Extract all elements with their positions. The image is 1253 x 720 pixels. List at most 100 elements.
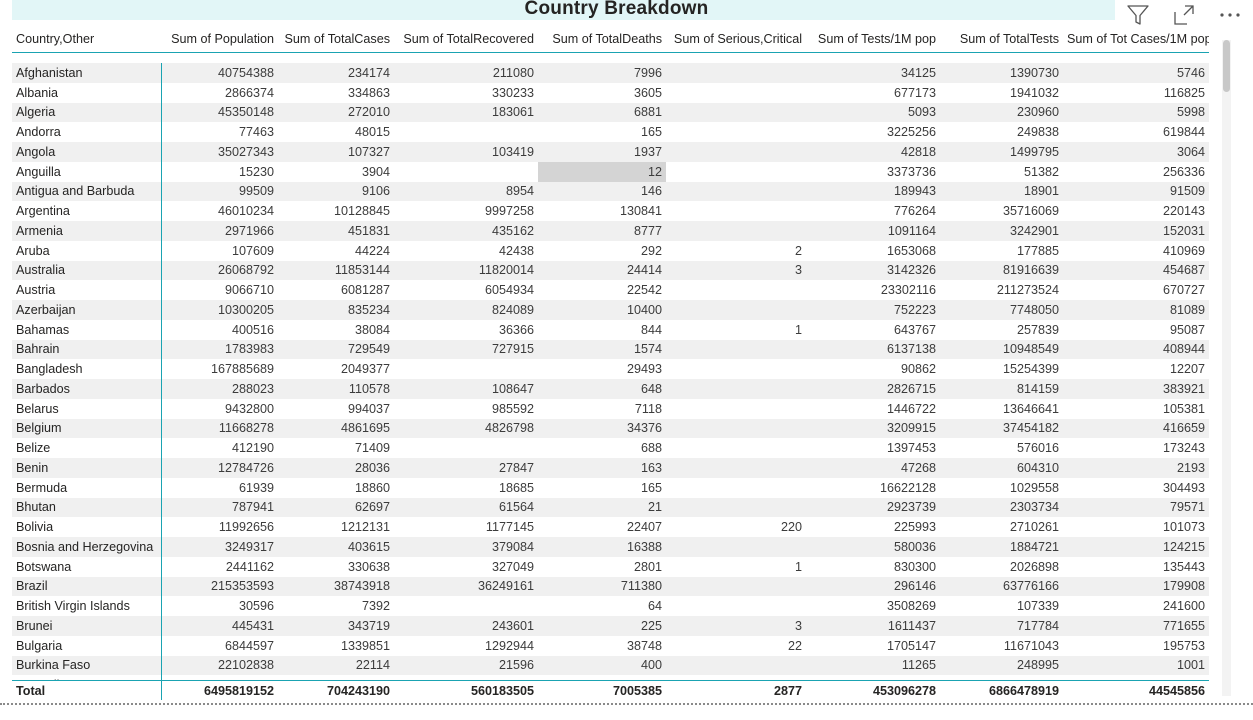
column-header[interactable]: Sum of TotalTests [940,26,1063,53]
value-cell[interactable]: 1292944 [484,638,534,653]
value-cell[interactable]: 1212131 [340,520,390,535]
value-cell[interactable]: 604310 [940,458,1063,478]
value-cell[interactable]: 211273524 [996,283,1059,298]
value-cell[interactable]: 2801 [633,559,662,574]
value-cell[interactable]: 2710261 [1009,520,1059,535]
value-cell[interactable]: 215353593 [161,576,278,597]
value-cell[interactable]: 824089 [394,300,538,320]
value-cell[interactable]: 771655 [1063,616,1209,636]
table-row[interactable]: Bermuda 61939 18860 18685 165 16622128 1029558… [12,477,1209,498]
value-cell[interactable]: 173243 [1162,441,1205,456]
value-cell[interactable]: 163 [538,458,666,478]
table-row[interactable]: Burkina Faso 22102838 22114 21596 400 11265 24… [12,655,1209,676]
value-cell[interactable]: 165 [640,480,662,495]
value-cell[interactable]: 3605 [633,85,662,100]
value-cell[interactable]: 1 [794,559,802,574]
value-cell[interactable]: 9106 [278,181,394,202]
value-cell[interactable]: 711380 [538,576,666,597]
value-cell[interactable]: 2441162 [225,559,274,574]
value-cell[interactable] [666,478,806,498]
value-cell[interactable]: 243601 [394,616,538,636]
value-cell[interactable] [666,359,806,379]
value-cell[interactable]: 1653068 [886,243,936,258]
country-cell[interactable]: Barbados [12,379,162,399]
table-row[interactable]: Aruba 107609 44224 42438 292 2 1653068 177885 41… [12,240,1209,261]
value-cell[interactable]: 29493 [626,362,662,377]
table-row[interactable]: Bulgaria 6844597 1339851 1292944 38748 22 1705… [12,635,1209,656]
value-cell[interactable]: 2923739 [806,497,940,518]
value-cell[interactable]: 234174 [278,63,394,83]
value-cell[interactable]: 256336 [1162,164,1205,179]
value-cell[interactable]: 18860 [354,480,390,495]
value-cell[interactable]: 15254399 [1002,362,1059,377]
value-cell[interactable]: 408944 [1063,339,1209,360]
value-cell[interactable] [666,221,806,241]
value-cell[interactable]: 2826715 [806,379,940,399]
value-cell[interactable]: 9432800 [224,401,274,416]
value-cell[interactable]: 35716069 [1002,204,1059,219]
value-cell[interactable] [666,418,806,439]
country-cell[interactable]: Anguilla [12,161,162,182]
value-cell[interactable] [666,497,806,518]
table-row[interactable]: Botswana 2441162 330638 327049 2801 1 830300 20… [12,556,1209,577]
country-cell[interactable]: Benin [12,458,162,478]
value-cell[interactable]: 445431 [161,616,278,636]
vertical-scrollbar[interactable] [1222,40,1231,696]
country-cell[interactable]: Afghanistan [12,63,162,83]
value-cell[interactable] [666,63,806,83]
value-cell[interactable]: 1611437 [806,616,940,636]
value-cell[interactable]: 787941 [161,497,278,518]
value-cell[interactable]: 23302116 [880,283,936,298]
value-cell[interactable]: 35027343 [161,142,278,162]
value-cell[interactable]: 1783983 [161,339,278,360]
value-cell[interactable]: 330638 [347,559,390,574]
value-cell[interactable]: 107327 [278,142,394,162]
value-cell[interactable]: 985592 [491,401,534,416]
value-cell[interactable]: 1 [794,322,802,337]
value-cell[interactable]: 1884721 [940,537,1063,557]
value-cell[interactable]: 752223 [806,300,940,320]
table-row[interactable]: Angola 35027343 107327 103419 1937 42818 14997… [12,142,1209,162]
table-row[interactable]: Austria 9066710 6081287 6054934 22542 2330211… [12,280,1209,300]
table-row[interactable]: Bahamas 400516 38084 36366 844 1 643767 257839 9… [12,319,1209,340]
value-cell[interactable]: 99509 [161,181,278,202]
value-cell[interactable]: 30596 [238,599,274,614]
value-cell[interactable]: 26068792 [161,260,278,281]
value-cell[interactable]: 48015 [354,125,390,140]
value-cell[interactable]: 3064 [1063,142,1209,162]
value-cell[interactable]: 296146 [806,576,940,597]
value-cell[interactable]: 18685 [498,480,534,495]
value-cell[interactable]: 1091164 [806,221,940,241]
value-cell[interactable]: 727915 [394,339,538,360]
value-cell[interactable]: 6881 [538,102,666,123]
value-cell[interactable]: 330233 [491,85,534,100]
value-cell[interactable]: 3 [666,616,806,636]
value-cell[interactable] [666,122,806,142]
value-cell[interactable]: 643767 [893,322,936,337]
country-cell[interactable]: Algeria [12,102,162,123]
value-cell[interactable] [394,438,538,458]
value-cell[interactable]: 5998 [1063,102,1209,123]
value-cell[interactable]: 2866374 [224,85,274,100]
country-cell[interactable]: Angola [12,142,162,162]
value-cell[interactable]: 6137138 [806,339,940,360]
value-cell[interactable]: 42438 [498,243,534,258]
column-header[interactable]: Sum of TotalRecovered [394,26,538,53]
table-row[interactable]: Afghanistan 40754388 234174 211080 7996 34125… [12,63,1209,83]
value-cell[interactable]: 22102838 [161,655,278,676]
value-cell[interactable]: 177885 [1016,243,1059,258]
value-cell[interactable]: 1499795 [940,142,1063,162]
value-cell[interactable]: 101073 [1162,520,1205,535]
table-row[interactable]: Bosnia and Herzegovina 3249317 403615 37908… [12,537,1209,557]
country-cell[interactable]: Bahrain [12,339,162,360]
value-cell[interactable]: 1446722 [886,401,936,416]
value-cell[interactable]: 3209915 [806,418,940,439]
value-cell[interactable] [666,201,806,221]
value-cell[interactable]: 7392 [361,599,390,614]
value-cell[interactable]: 994037 [347,401,390,416]
value-cell[interactable]: 64 [647,599,662,614]
value-cell[interactable]: 249838 [1016,125,1059,140]
column-header[interactable]: Sum of Serious,Critical [666,26,806,53]
value-cell[interactable]: 1001 [1063,655,1209,676]
value-cell[interactable]: 13646641 [1002,401,1059,416]
